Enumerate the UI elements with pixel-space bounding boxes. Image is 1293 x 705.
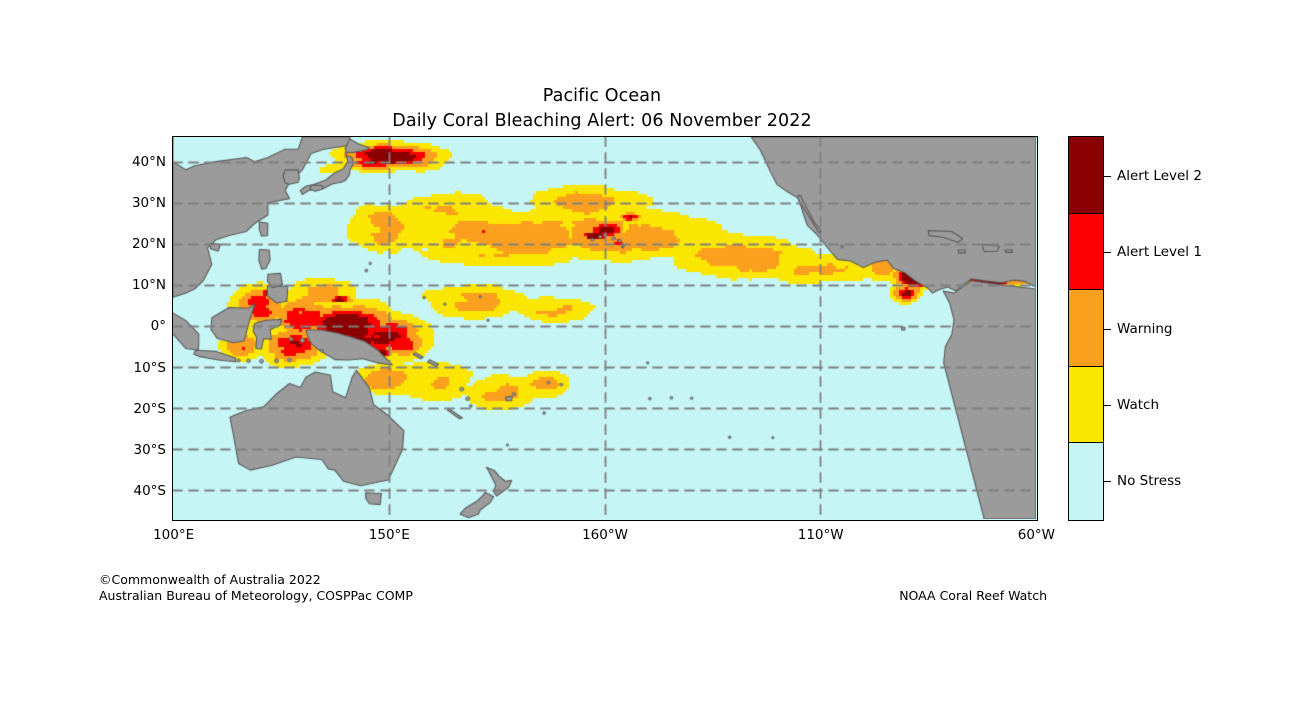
title-line-2: Daily Coral Bleaching Alert: 06 November…: [392, 111, 812, 131]
legend-label-0: Alert Level 2: [1117, 167, 1202, 184]
footer-agency: Australian Bureau of Meteorology, COSPPa…: [99, 587, 413, 603]
y-tick-label-8: 40°S: [133, 482, 167, 499]
legend-swatch-3[interactable]: [1069, 366, 1103, 444]
legend-tick-3: [1104, 404, 1111, 406]
y-tick-label-2: 20°N: [131, 236, 166, 253]
y-tick-label-4: 0°: [150, 318, 166, 335]
legend-label-3: Watch: [1117, 396, 1160, 413]
y-tick-label-1: 30°N: [131, 195, 166, 212]
footer-copyright: ©Commonwealth of Australia 2022: [99, 572, 321, 587]
y-tick-label-3: 10°N: [131, 277, 166, 294]
coral-bleaching-map[interactable]: [172, 136, 1038, 521]
x-tick-label-3: 110°W: [797, 527, 844, 543]
x-tick-label-1: 150°E: [368, 527, 410, 543]
x-tick-label-4: 60°W: [1017, 527, 1056, 543]
legend-label-2: Warning: [1117, 320, 1173, 337]
legend-tick-1: [1104, 252, 1111, 254]
legend-swatch-1[interactable]: [1069, 213, 1103, 291]
footer-source-label: NOAA Coral Reef Watch: [899, 588, 1047, 603]
chart-title: Pacific Ocean Daily Coral Bleaching Aler…: [0, 84, 1204, 134]
y-tick-label-6: 20°S: [133, 400, 167, 417]
legend-tick-2: [1104, 328, 1111, 330]
legend-swatch-4[interactable]: [1069, 443, 1103, 520]
legend-tick-0: [1104, 175, 1111, 177]
y-tick-label-7: 30°S: [133, 441, 167, 458]
legend-swatch-0[interactable]: [1069, 137, 1103, 214]
legend-label-1: Alert Level 1: [1117, 244, 1202, 261]
y-tick-label-5: 10°S: [133, 359, 167, 376]
y-tick-label-0: 40°N: [131, 154, 166, 171]
legend-colorbar[interactable]: [1068, 136, 1104, 521]
footer-source: NOAA Coral Reef Watch: [0, 588, 1047, 604]
title-line-1: Pacific Ocean: [542, 86, 662, 106]
legend-label-4: No Stress: [1117, 473, 1182, 490]
legend-tick-4: [1104, 481, 1111, 483]
x-tick-label-2: 160°W: [582, 527, 628, 543]
map-raster: [173, 137, 1036, 519]
legend-swatch-2[interactable]: [1069, 290, 1103, 367]
footer-attribution: ©Commonwealth of Australia 2022 Australi…: [99, 572, 413, 603]
x-tick-label-0: 100°E: [153, 527, 195, 543]
